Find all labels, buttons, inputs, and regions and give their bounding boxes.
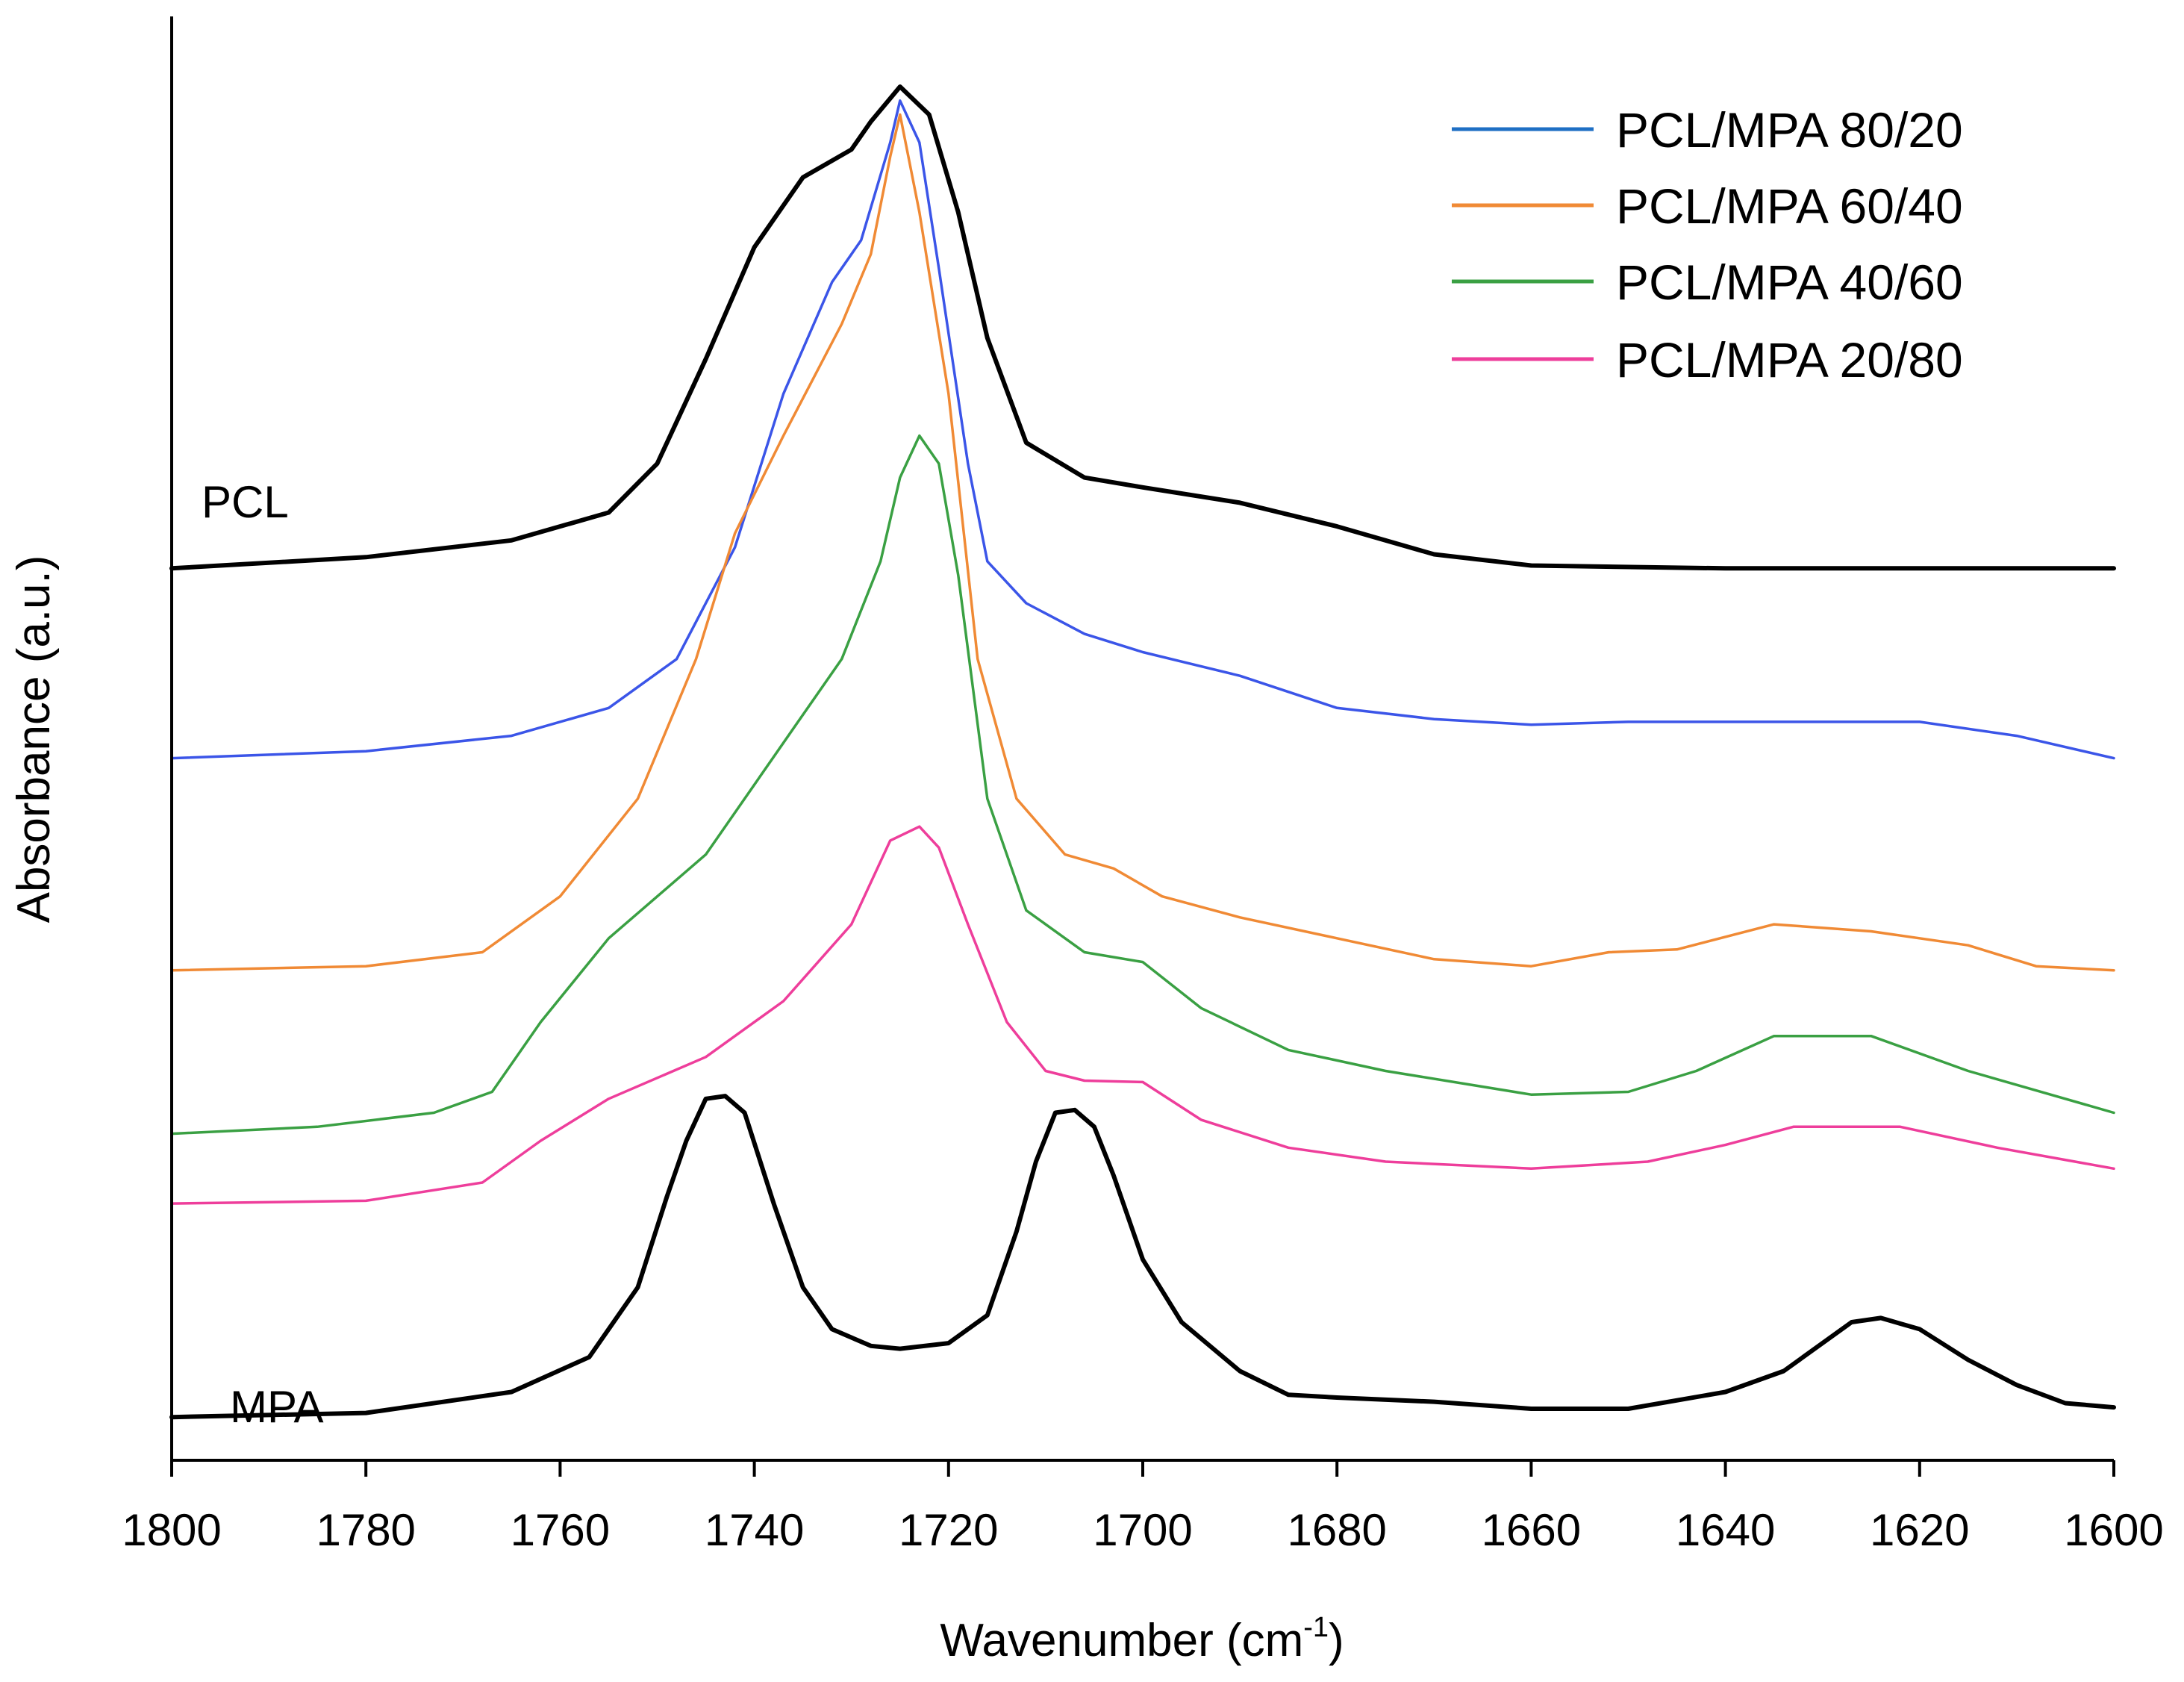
series-line-pcl-mpa-20-80 xyxy=(170,825,2115,1205)
x-tick-label: 1780 xyxy=(316,1505,415,1555)
series-line-pcl-mpa-40-60 xyxy=(170,434,2115,1136)
series-line-pcl-mpa-60-40 xyxy=(170,113,2115,972)
series-layer xyxy=(169,84,2116,1420)
x-tick-label: 1640 xyxy=(1676,1505,1775,1555)
x-tick-label: 1740 xyxy=(705,1505,804,1555)
x-axis-title: Wavenumber (cm-1) xyxy=(940,1612,1344,1666)
legend-label-40-60: PCL/MPA 40/60 xyxy=(1616,255,1963,310)
series-line-pcl xyxy=(169,84,2116,571)
x-tick-label: 1720 xyxy=(899,1505,998,1555)
x-axis-title-close: ) xyxy=(1329,1615,1344,1666)
x-tick-label: 1620 xyxy=(1870,1505,1969,1555)
legend-label-60-40: PCL/MPA 60/40 xyxy=(1616,178,1963,234)
legend: PCL/MPA 80/20 PCL/MPA 60/40 PCL/MPA 40/6… xyxy=(1452,102,1963,387)
series-line-pcl-mpa-80-20 xyxy=(170,99,2115,760)
x-tick-label: 1660 xyxy=(1482,1505,1581,1555)
x-tick-label: 1800 xyxy=(122,1505,221,1555)
x-axis-ticks: 1800 1780 1760 1740 1720 1700 1680 1660 1640 1620… xyxy=(122,1460,2164,1555)
x-tick-label: 1760 xyxy=(511,1505,610,1555)
y-axis-title: Absorbance (a.u.) xyxy=(8,555,60,923)
x-axis-title-main: Wavenumber (cm xyxy=(940,1615,1303,1666)
x-axis-title-superscript: -1 xyxy=(1303,1612,1329,1643)
x-tick-label: 1600 xyxy=(2064,1505,2163,1555)
series-label-mpa: MPA xyxy=(230,1382,324,1432)
x-tick-label: 1700 xyxy=(1093,1505,1192,1555)
legend-label-80-20: PCL/MPA 80/20 xyxy=(1616,102,1963,158)
x-tick-label: 1680 xyxy=(1287,1505,1386,1555)
series-label-pcl: PCL xyxy=(202,477,289,527)
series-line-mpa xyxy=(169,1094,2116,1420)
legend-label-20-80: PCL/MPA 20/80 xyxy=(1616,332,1963,387)
